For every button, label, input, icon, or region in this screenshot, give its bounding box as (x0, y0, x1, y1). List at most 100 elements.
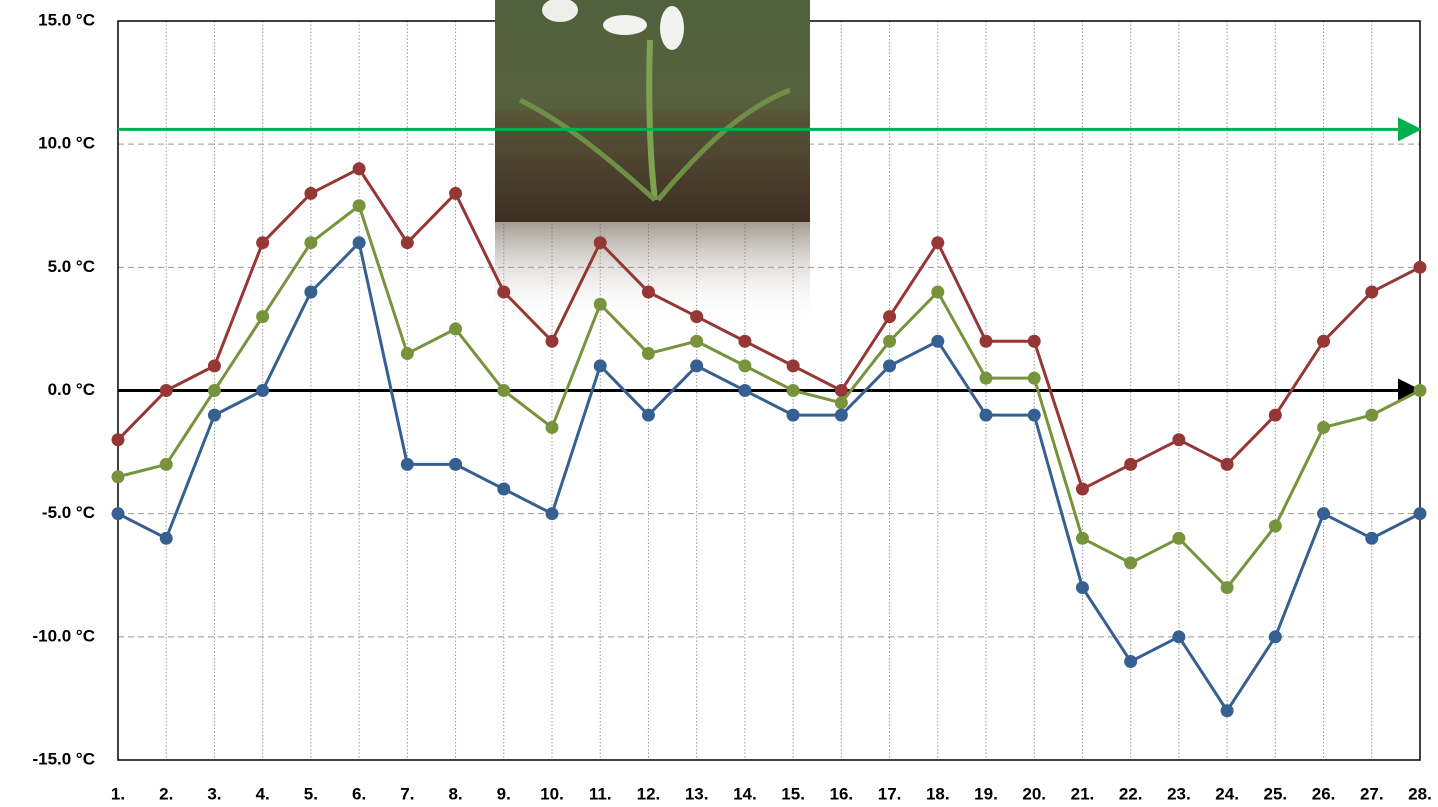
x-tick-label: 10. (540, 784, 564, 803)
x-tick-label: 15. (781, 784, 805, 803)
point (160, 458, 173, 471)
point (1317, 507, 1330, 520)
x-tick-label: 12. (637, 784, 661, 803)
x-tick-label: 8. (448, 784, 462, 803)
point (787, 359, 800, 372)
point (690, 310, 703, 323)
point (208, 359, 221, 372)
point (980, 372, 993, 385)
point (160, 532, 173, 545)
point (980, 335, 993, 348)
x-tick-label: 5. (304, 784, 318, 803)
point (1365, 285, 1378, 298)
point (353, 162, 366, 175)
x-tick-label: 27. (1360, 784, 1384, 803)
point (1172, 630, 1185, 643)
point (1317, 335, 1330, 348)
point (642, 285, 655, 298)
x-tick-label: 13. (685, 784, 709, 803)
point (883, 335, 896, 348)
point (401, 347, 414, 360)
point (1028, 372, 1041, 385)
point (1414, 384, 1427, 397)
point (353, 199, 366, 212)
point (497, 285, 510, 298)
point (738, 335, 751, 348)
point (304, 236, 317, 249)
point (594, 298, 607, 311)
x-tick-label: 20. (1022, 784, 1046, 803)
point (738, 384, 751, 397)
x-tick-label: 26. (1312, 784, 1336, 803)
x-tick-label: 11. (589, 784, 612, 803)
point (546, 335, 559, 348)
x-tick-label: 14. (733, 784, 757, 803)
photo (495, 0, 810, 322)
point (1076, 532, 1089, 545)
point (497, 384, 510, 397)
point (883, 359, 896, 372)
point (256, 384, 269, 397)
y-tick-label: -5.0 °C (42, 503, 95, 522)
point (1365, 409, 1378, 422)
y-tick-label: 5.0 °C (48, 257, 95, 276)
point (1076, 581, 1089, 594)
point (112, 470, 125, 483)
x-tick-label: 18. (926, 784, 950, 803)
point (1317, 421, 1330, 434)
point (1221, 581, 1234, 594)
point (449, 322, 462, 335)
point (208, 409, 221, 422)
point (1124, 655, 1137, 668)
point (835, 396, 848, 409)
point (642, 409, 655, 422)
point (401, 236, 414, 249)
point (1269, 630, 1282, 643)
x-tick-label: 3. (207, 784, 221, 803)
point (353, 236, 366, 249)
point (497, 483, 510, 496)
x-tick-label: 16. (830, 784, 854, 803)
point (449, 458, 462, 471)
y-tick-label: -10.0 °C (32, 626, 95, 645)
point (931, 285, 944, 298)
point (980, 409, 993, 422)
point (449, 187, 462, 200)
x-tick-label: 28. (1408, 784, 1432, 803)
x-tick-label: 7. (400, 784, 414, 803)
point (1414, 507, 1427, 520)
point (1028, 409, 1041, 422)
y-tick-label: -15.0 °C (32, 749, 95, 768)
point (1076, 483, 1089, 496)
point (931, 236, 944, 249)
plot: 1.2.3.4.5.6.7.8.9.10.11.12.13.14.15.16.1… (32, 10, 1431, 803)
point (1269, 409, 1282, 422)
point (112, 507, 125, 520)
x-tick-label: 6. (352, 784, 366, 803)
x-tick-label: 2. (159, 784, 173, 803)
x-tick-label: 19. (974, 784, 998, 803)
x-tick-label: 23. (1167, 784, 1191, 803)
point (546, 421, 559, 434)
point (1172, 532, 1185, 545)
point (690, 335, 703, 348)
point (883, 310, 896, 323)
point (787, 384, 800, 397)
point (1028, 335, 1041, 348)
point (304, 285, 317, 298)
point (112, 433, 125, 446)
x-tick-label: 4. (256, 784, 270, 803)
point (546, 507, 559, 520)
x-tick-label: 24. (1215, 784, 1239, 803)
point (1365, 532, 1378, 545)
point (1124, 556, 1137, 569)
point (401, 458, 414, 471)
point (208, 384, 221, 397)
point (256, 310, 269, 323)
point (835, 409, 848, 422)
x-tick-label: 17. (878, 784, 902, 803)
x-tick-label: 9. (497, 784, 511, 803)
point (1414, 261, 1427, 274)
point (690, 359, 703, 372)
point (1172, 433, 1185, 446)
